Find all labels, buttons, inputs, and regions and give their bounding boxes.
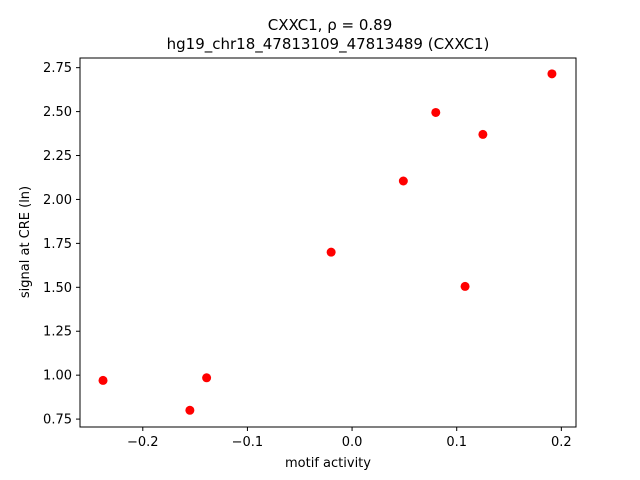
x-tick-label: −0.1 <box>232 435 264 450</box>
x-tick-label: 0.1 <box>446 435 467 450</box>
y-tick-label: 1.25 <box>43 325 72 340</box>
data-point <box>460 281 470 291</box>
data-point <box>98 375 108 385</box>
data-point <box>431 107 441 117</box>
x-axis-label: motif activity <box>285 456 371 471</box>
y-tick-label: 2.00 <box>43 193 72 208</box>
data-point <box>185 405 195 415</box>
y-axis: 0.75 1.00 1.25 1.50 1.75 2.00 2.25 2.50 2.75 <box>43 61 80 428</box>
y-tick-label: 2.50 <box>43 105 72 120</box>
data-points <box>98 69 557 415</box>
x-axis: −0.2 −0.1 0.0 0.1 0.2 <box>127 427 572 450</box>
plot-area-frame <box>79 57 577 428</box>
y-tick-label: 1.50 <box>43 281 72 296</box>
y-tick-label: 2.75 <box>43 61 72 76</box>
x-tick-label: 0.2 <box>551 435 572 450</box>
data-point <box>547 69 557 79</box>
y-tick-label: 1.00 <box>43 369 72 384</box>
y-tick-label: 1.75 <box>43 237 72 252</box>
x-tick-label: −0.2 <box>127 435 159 450</box>
chart-title-line1: CXXC1, ρ = 0.89 <box>268 16 393 34</box>
y-tick-label: 2.25 <box>43 149 72 164</box>
data-point <box>398 176 408 186</box>
x-tick-label: 0.0 <box>342 435 363 450</box>
chart-title-line2: hg19_chr18_47813109_47813489 (CXXC1) <box>167 35 490 54</box>
data-point <box>478 129 488 139</box>
y-axis-label: signal at CRE (ln) <box>18 186 33 298</box>
data-point <box>326 247 336 257</box>
data-point <box>202 373 212 383</box>
y-tick-label: 0.75 <box>43 413 72 428</box>
